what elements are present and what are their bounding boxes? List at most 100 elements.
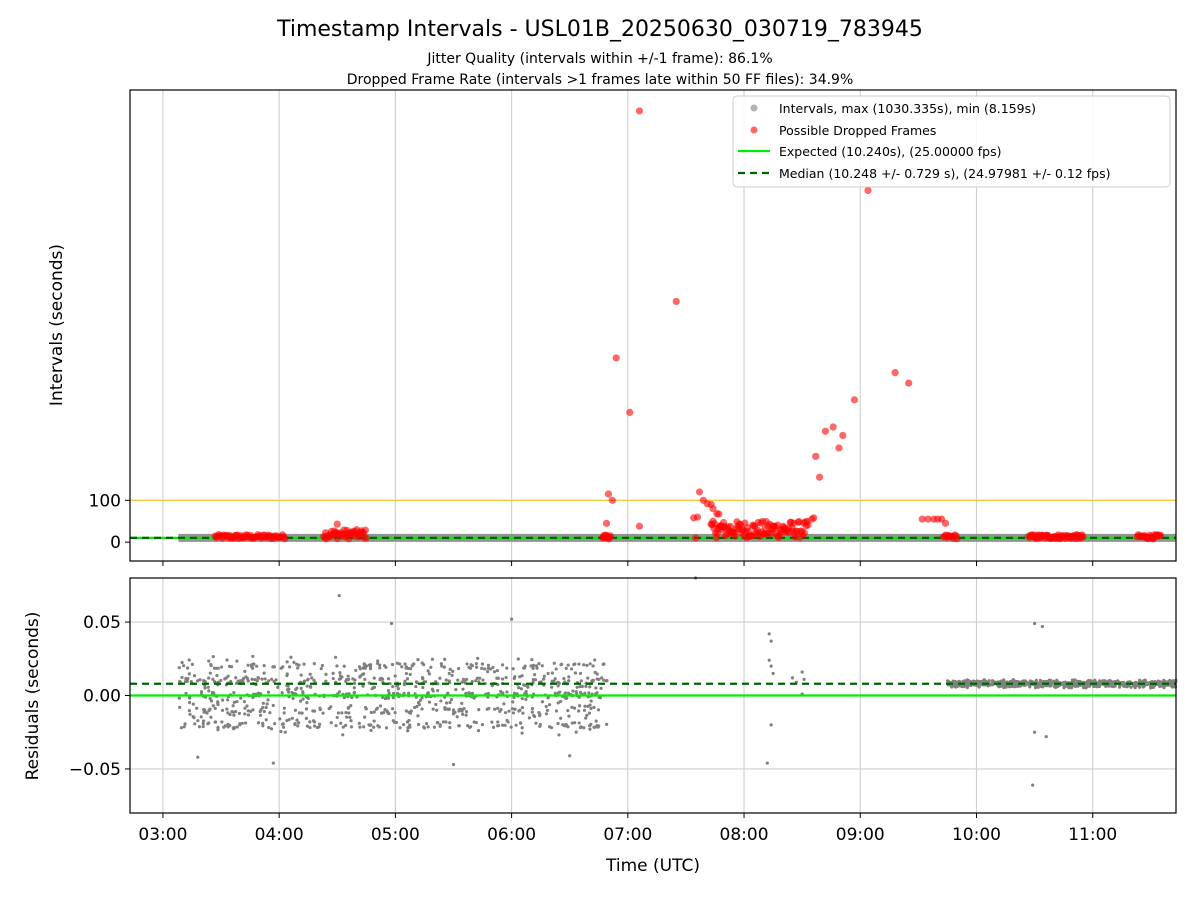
residual-point [518,721,523,725]
dropped-frame-point [608,496,616,504]
residual-point [236,679,240,683]
residual-point [318,707,322,712]
residual-point [418,698,423,702]
residual-point [462,707,466,711]
residual-point [1111,684,1115,689]
residual-point [347,677,351,682]
residual-point [401,722,406,727]
residual-point [269,677,274,681]
residual-point [557,733,561,737]
residual-point [600,676,604,680]
residual-point [531,677,535,682]
residual-point [345,715,349,719]
residual-point [281,725,286,729]
residual-point [372,710,376,714]
residual-point [495,668,499,673]
legend-label-median: Median (10.248 +/- 0.729 s), (24.97981 +… [779,166,1110,181]
residual-point [178,705,182,709]
residual-point [1156,682,1160,686]
residual-point [243,721,248,725]
residual-point [568,754,572,758]
residual-point [602,678,606,682]
residual-point [587,691,591,695]
residuals-y-axis-label: Residuals (seconds) [23,612,43,781]
residual-point [216,725,220,730]
residual-point [530,657,534,662]
residual-point [577,662,581,666]
residual-point [520,706,525,710]
residual-point [276,685,280,690]
residual-point [509,617,514,621]
residual-point [554,667,558,671]
residual-point [407,691,411,695]
residual-point [376,724,380,728]
residual-point [235,659,239,663]
residual-point [438,676,442,680]
residual-point [584,684,588,688]
residual-point [511,711,516,715]
residual-point [285,684,289,688]
dropped-frame-point [815,473,824,481]
residual-point [442,665,446,669]
residual-point [502,702,506,706]
residual-point [347,711,351,715]
residual-point [454,688,458,692]
residual-point [293,708,298,712]
residual-point [246,663,250,667]
residual-point [1140,679,1145,684]
residual-point [239,696,243,700]
x-tick-label: 10:00 [952,825,1001,845]
dropped-frame-point [810,514,818,522]
residual-point [575,685,579,689]
residual-point [308,720,312,724]
residual-point [567,679,571,683]
residual-point [605,678,609,683]
residual-point [223,677,227,681]
residual-point [467,665,471,670]
residual-point [447,671,451,676]
residual-point [486,663,491,667]
residual-point [436,688,440,693]
dropped-frame-point [709,505,717,513]
residual-point [416,657,420,662]
residual-point [372,719,376,723]
residual-point [312,724,317,728]
residual-point [352,691,356,695]
residual-point [443,657,447,662]
residual-point [296,724,300,728]
residual-point [593,658,597,662]
residual-point [1143,678,1147,682]
residual-point [550,685,554,689]
residual-point [489,667,493,671]
intervals-y-tick-label: 100 [89,491,121,511]
residual-point [334,723,338,728]
residual-point [1062,683,1066,687]
residual-point [439,662,443,666]
residual-point [519,687,523,691]
residual-point [589,699,593,703]
residual-point [329,721,333,725]
residual-point [457,724,461,728]
residual-point [246,713,250,717]
dropped-frame-point [918,515,926,523]
residual-point [574,730,578,734]
residual-point [544,712,549,716]
residual-point [229,679,233,684]
residual-point [481,678,485,682]
residual-point [416,714,420,718]
residual-point [516,657,520,661]
residual-point [223,724,227,728]
dropped-frame-point [941,519,950,527]
residual-point [513,707,517,711]
residual-point [511,700,515,704]
residual-point [1138,678,1142,682]
dropped-frame-point [362,534,370,542]
residual-point [540,700,545,704]
residual-point [205,711,209,715]
residual-point [271,665,275,669]
residual-point [587,711,592,715]
residual-point [378,666,382,670]
residual-point [261,701,265,705]
dropped-frame-point [604,490,613,498]
residual-point [470,691,475,695]
